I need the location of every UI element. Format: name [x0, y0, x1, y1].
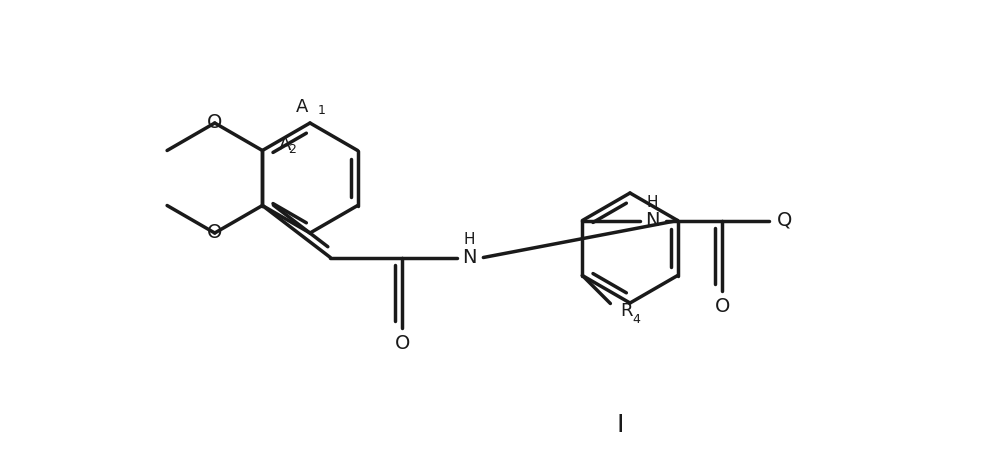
Text: N: N [645, 211, 660, 230]
Text: N: N [462, 248, 477, 267]
Text: A: A [296, 98, 308, 116]
Text: R: R [620, 302, 633, 320]
Text: 4: 4 [632, 313, 640, 326]
Text: O: O [207, 113, 222, 132]
Text: O: O [207, 224, 222, 243]
Text: Q: Q [777, 211, 792, 230]
Text: O: O [715, 297, 730, 316]
Text: I: I [616, 413, 624, 437]
Text: 1: 1 [318, 104, 326, 117]
Text: 2: 2 [288, 143, 296, 156]
Text: H: H [647, 195, 658, 210]
Text: O: O [395, 334, 410, 353]
Text: A: A [278, 136, 291, 154]
Text: H: H [464, 232, 475, 247]
